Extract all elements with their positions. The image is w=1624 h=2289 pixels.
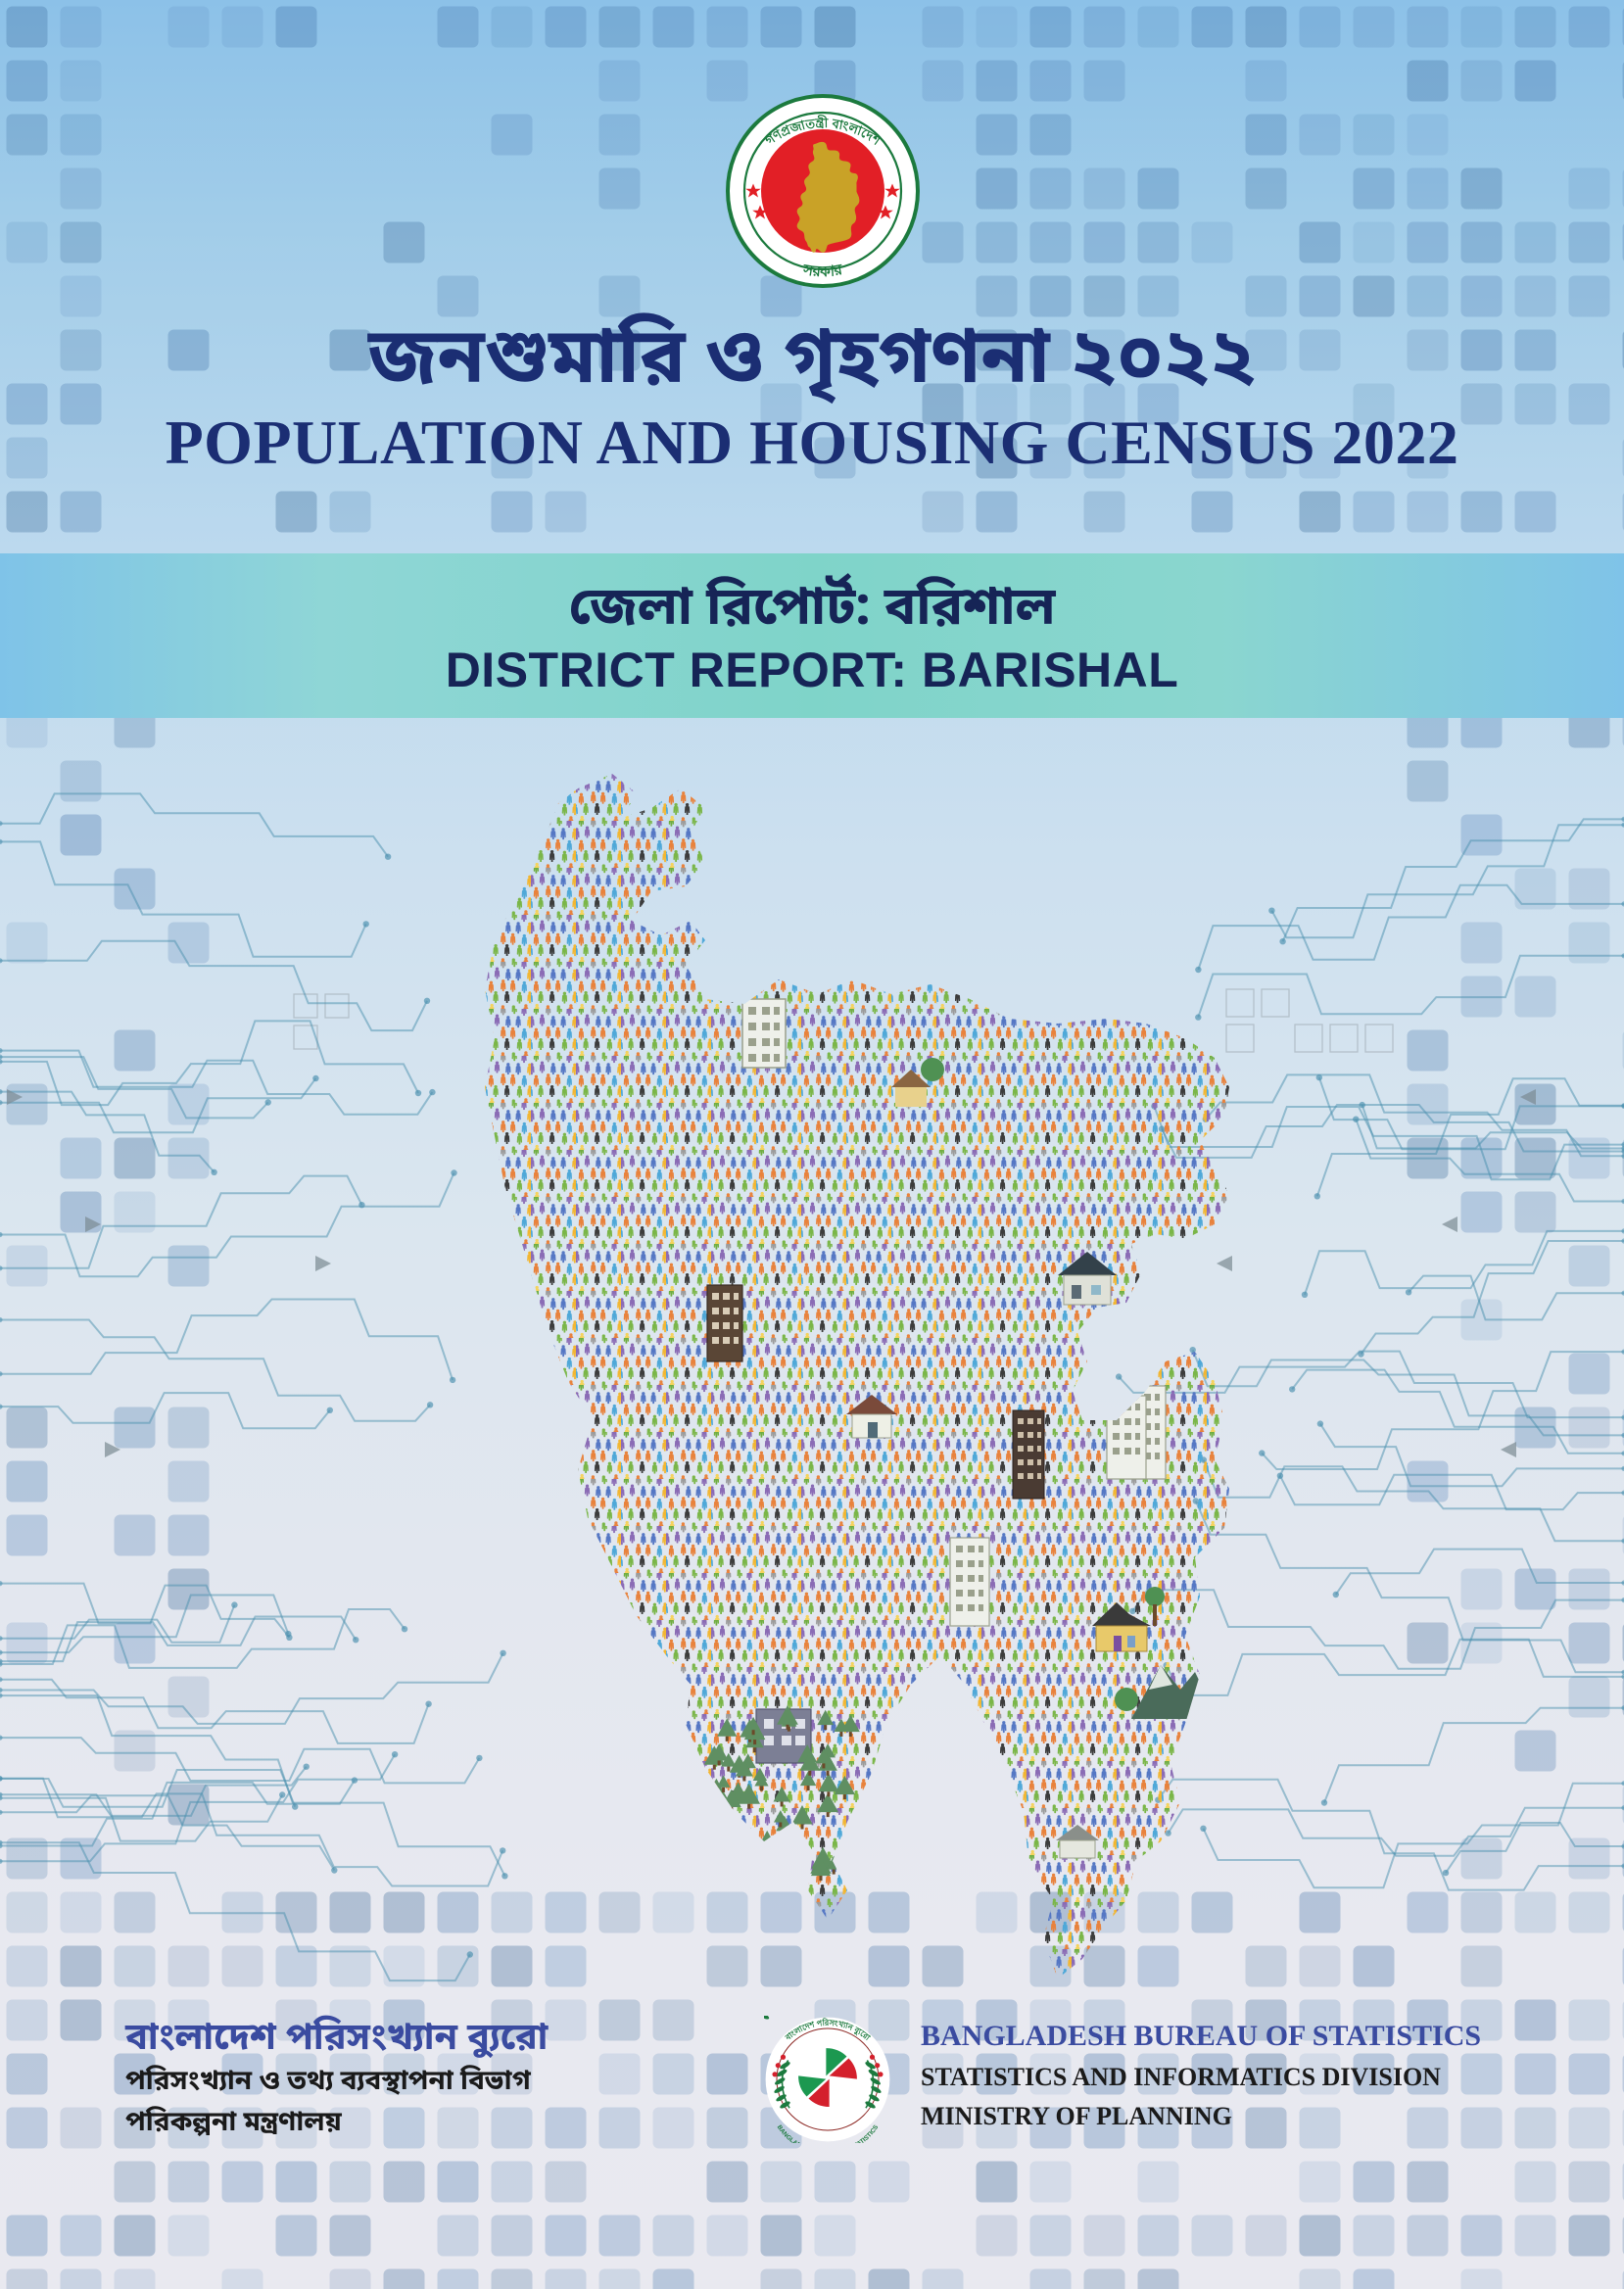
svg-text:সরকার: সরকার	[801, 262, 844, 281]
